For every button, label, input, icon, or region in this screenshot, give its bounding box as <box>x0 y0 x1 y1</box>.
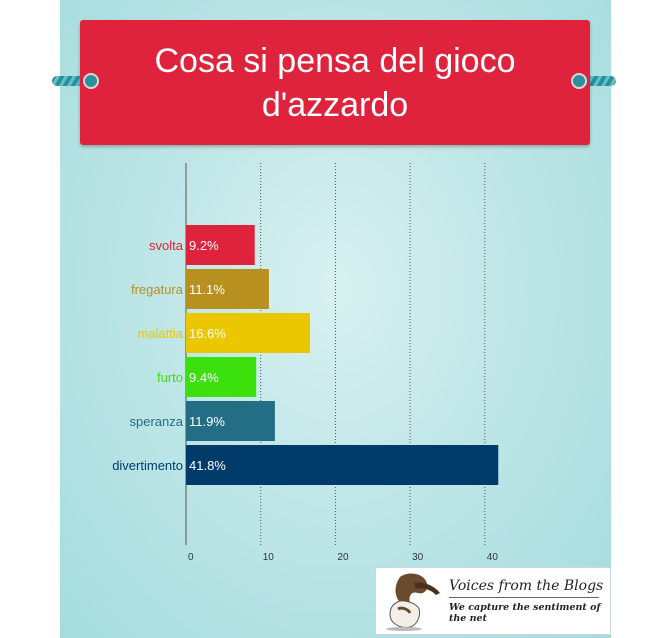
bar-divertimento <box>186 445 499 485</box>
data-label-furto: 9.4% <box>189 370 219 385</box>
rope-left-decoration <box>52 76 98 86</box>
x-tick-label-1: 10 <box>263 552 275 563</box>
category-label-divertimento: divertimento <box>112 458 183 473</box>
chart-title: Cosa si pensa del gioco d'azzardo <box>154 41 516 124</box>
category-label-fregatura: fregatura <box>131 282 184 297</box>
data-label-malattia: 16.6% <box>189 326 226 341</box>
ring-left-icon <box>83 73 99 89</box>
category-label-malattia: malattia <box>137 326 183 341</box>
category-label-svolta: svolta <box>149 238 184 253</box>
logo-divider <box>449 597 599 598</box>
x-tick-label-3: 30 <box>412 552 424 563</box>
logo-title: Voices from the Blogs <box>449 578 604 594</box>
rope-right-decoration <box>570 76 616 86</box>
bar-malattia <box>186 313 311 353</box>
x-tick-label-4: 40 <box>487 552 499 563</box>
logo-box: Voices from the Blogs We capture the sen… <box>375 567 611 635</box>
logo-tagline: We capture the sentiment of the net <box>449 602 601 624</box>
title-banner: Cosa si pensa del gioco d'azzardo <box>80 20 590 145</box>
x-tick-label-0: 0 <box>188 552 194 563</box>
data-label-divertimento: 41.8% <box>189 458 226 473</box>
bar-fregatura <box>186 269 269 309</box>
data-label-speranza: 11.9% <box>189 414 225 429</box>
bar-svolta <box>186 225 255 265</box>
basset-hound-logo-icon <box>386 573 440 631</box>
data-label-svolta: 9.2% <box>189 238 219 253</box>
data-label-fregatura: 11.1% <box>189 282 225 297</box>
ring-right-icon <box>571 73 587 89</box>
bar-speranza <box>186 401 275 441</box>
category-label-furto: furto <box>157 370 183 385</box>
category-label-speranza: speranza <box>130 414 184 429</box>
bar-furto <box>186 357 257 397</box>
x-tick-label-2: 20 <box>337 552 349 563</box>
